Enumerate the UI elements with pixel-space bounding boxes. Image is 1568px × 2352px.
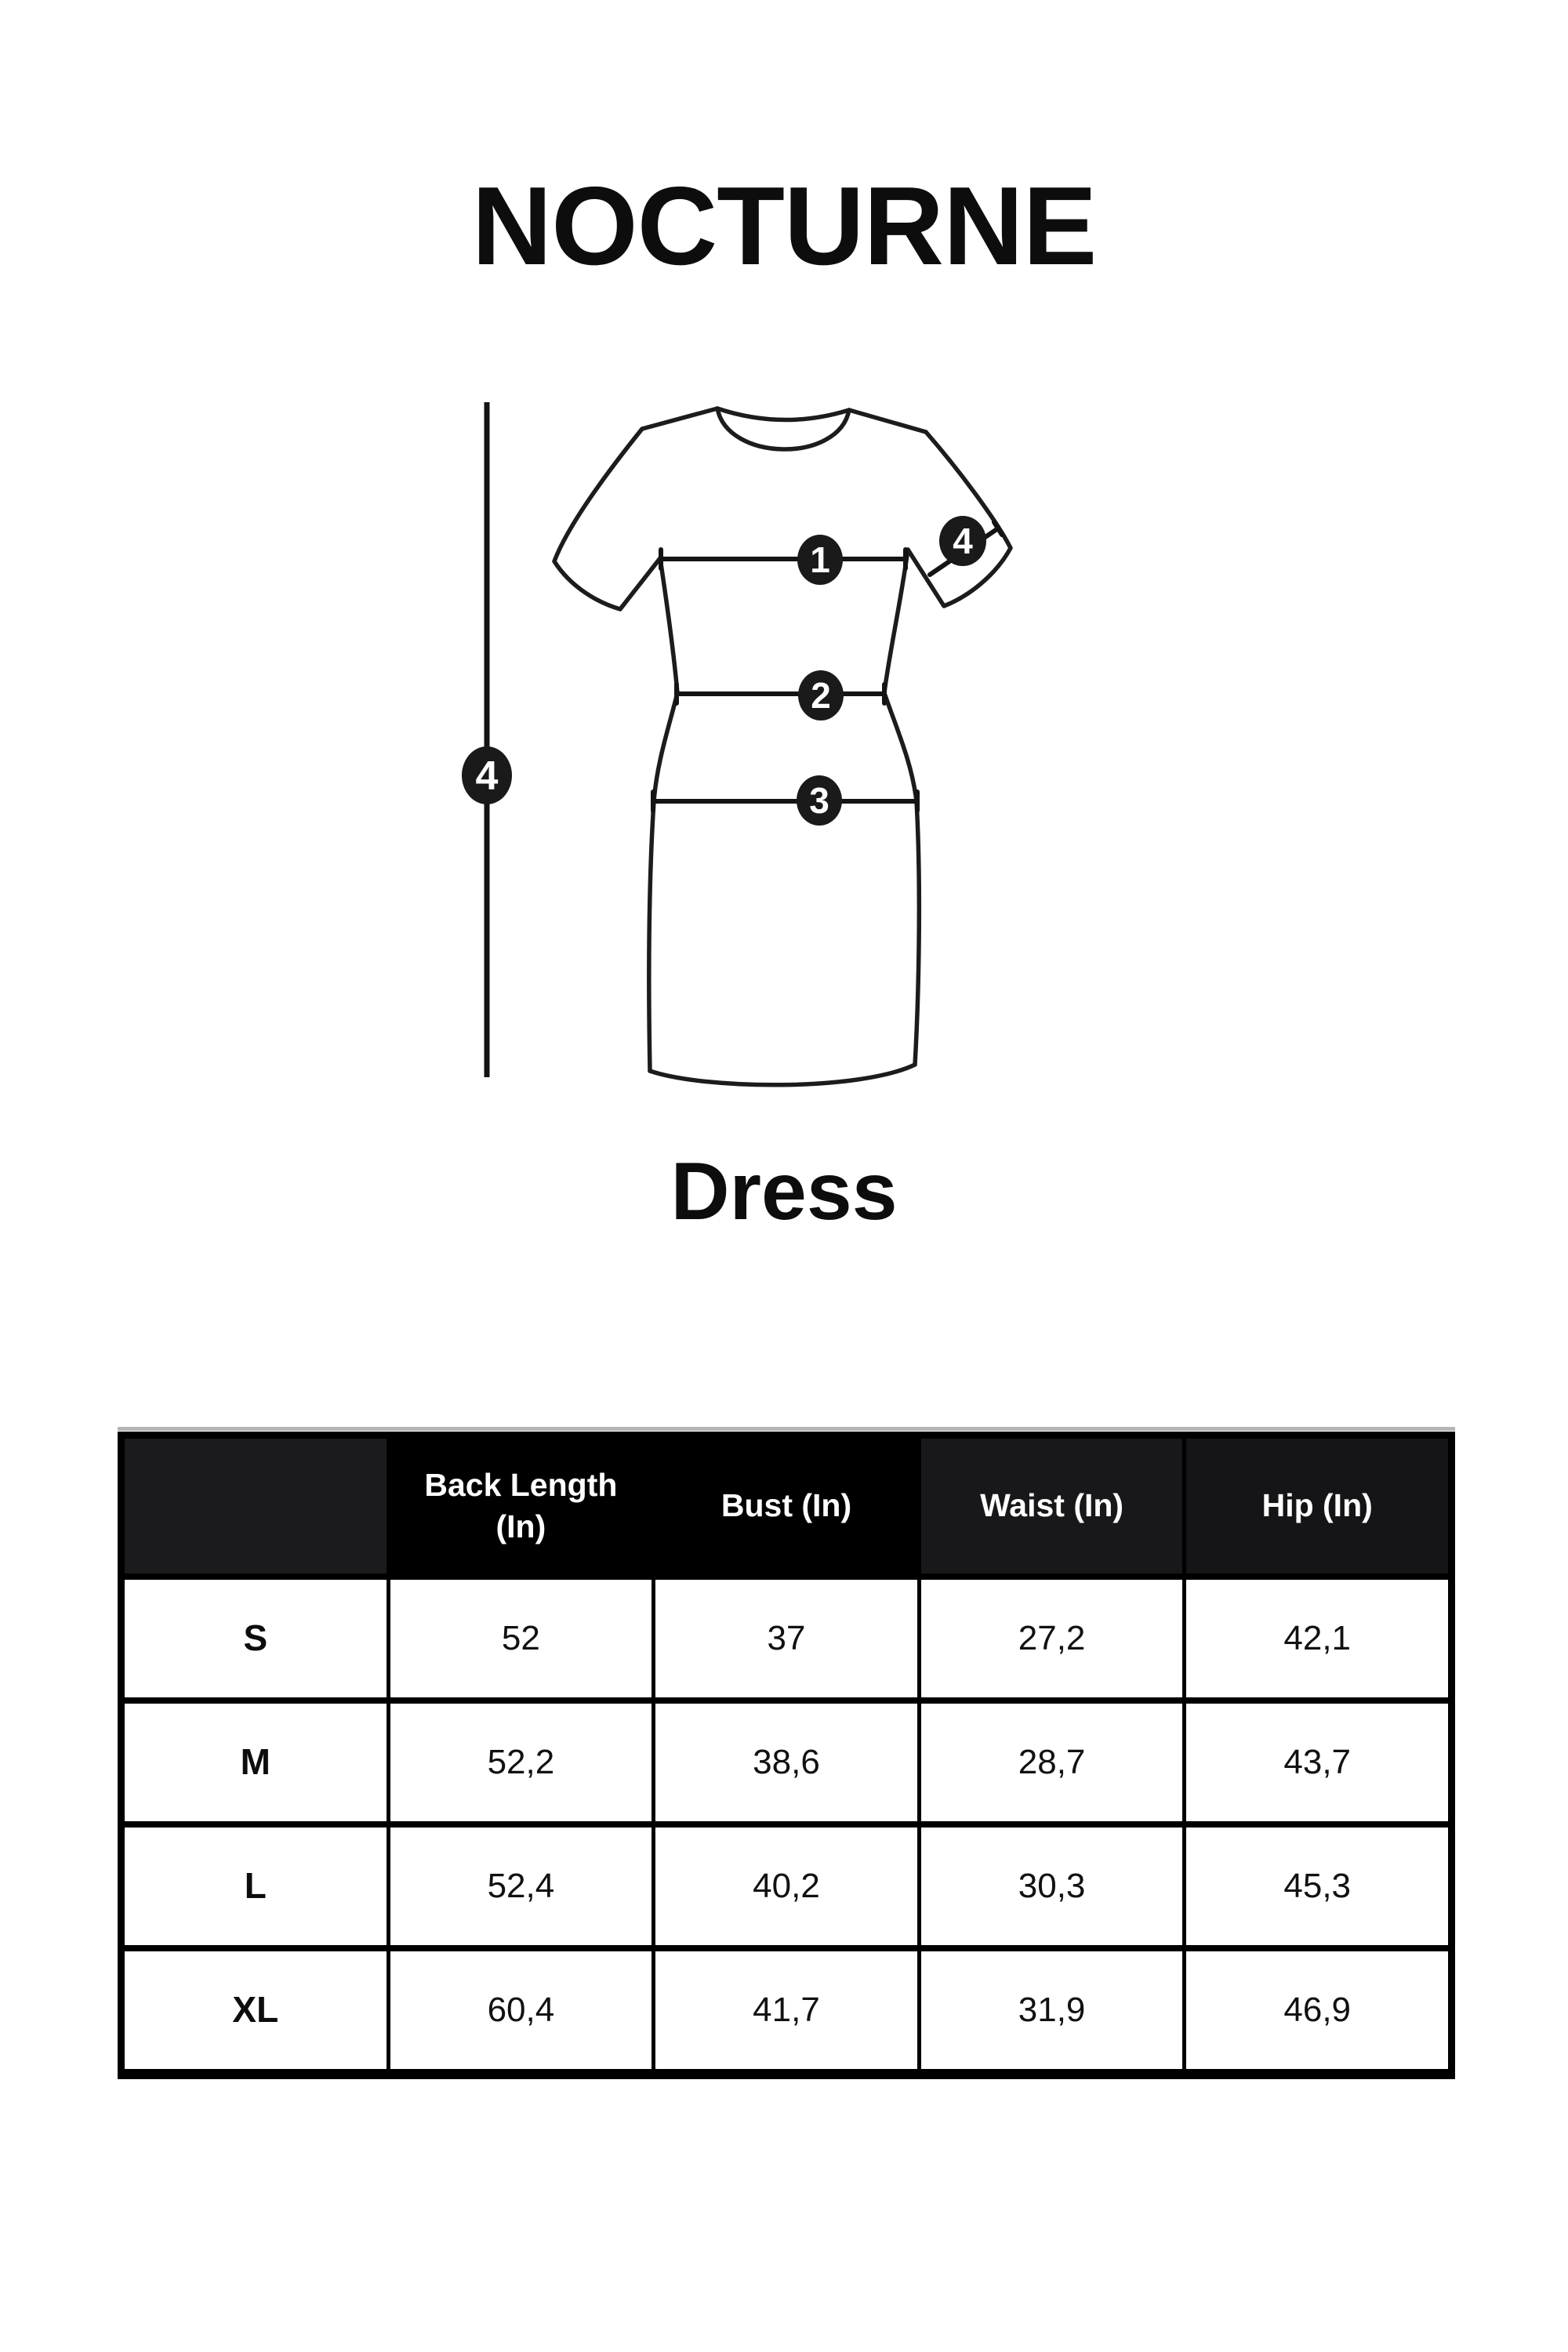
hip-measure-line [651, 789, 920, 813]
dress-measurement-diagram: 1 2 3 4 4 [462, 402, 1013, 1087]
back-length-value: 60,4 [390, 1951, 652, 2069]
brand-title: NOCTURNE [471, 164, 1098, 289]
header-cell-empty [125, 1439, 387, 1573]
badge-hip-circle [797, 775, 842, 826]
badge-hip: 3 [797, 775, 842, 826]
hip-value: 45,3 [1186, 1828, 1448, 1945]
waist-value: 31,9 [920, 1951, 1183, 2069]
badge-waist-circle [798, 670, 844, 720]
badge-back-length: 4 [462, 746, 512, 804]
left-sleeve [552, 426, 662, 612]
right-shoulder-line [847, 408, 928, 434]
badge-back-length-number: 4 [476, 753, 499, 799]
size-label: XL [125, 1951, 387, 2069]
hip-value: 43,7 [1186, 1704, 1448, 1821]
badge-bust: 1 [797, 535, 843, 585]
header-cell-bust: Bust (In) [655, 1439, 917, 1573]
size-label: L [125, 1828, 387, 1945]
badge-hip-number: 3 [809, 780, 829, 821]
size-label: S [125, 1580, 387, 1697]
badge-sleeve-number: 4 [953, 521, 973, 561]
size-table: Back Length (In) Bust (In) Waist (In) Hi… [118, 1432, 1455, 2079]
size-label: M [125, 1704, 387, 1821]
waist-value: 30,3 [920, 1828, 1183, 1945]
bust-measure-line [659, 547, 908, 571]
bust-value: 41,7 [655, 1951, 917, 2069]
hip-value: 46,9 [1186, 1951, 1448, 2069]
left-side-seam [647, 556, 680, 1073]
header-cell-hip: Hip (In) [1186, 1439, 1448, 1573]
hem-line [648, 1062, 917, 1087]
back-length-value: 52 [390, 1580, 652, 1697]
garment-type-label: Dress [670, 1146, 898, 1237]
header-cell-back-length: Back Length (In) [390, 1439, 652, 1573]
badge-waist-number: 2 [811, 675, 831, 716]
waist-measure-line [674, 682, 887, 706]
left-shoulder-line [640, 406, 720, 431]
right-side-seam [882, 547, 922, 1067]
measure-lines [651, 520, 1004, 813]
badge-back-length-circle [462, 746, 512, 804]
back-length-value: 52,4 [390, 1828, 652, 1945]
dress-outline [552, 406, 1013, 1087]
right-sleeve [906, 430, 1013, 608]
badge-waist: 2 [798, 670, 844, 720]
badge-sleeve-circle [939, 516, 986, 566]
header-cell-waist: Waist (In) [920, 1439, 1183, 1573]
hip-value: 42,1 [1186, 1580, 1448, 1697]
neck-scoop-line [715, 406, 851, 452]
waist-value: 28,7 [920, 1704, 1183, 1821]
waist-value: 27,2 [920, 1580, 1183, 1697]
table-top-shadow [118, 1427, 1455, 1431]
badge-bust-circle [797, 535, 843, 585]
neck-back-line [715, 406, 851, 423]
bust-value: 37 [655, 1580, 917, 1697]
back-length-value: 52,2 [390, 1704, 652, 1821]
badge-sleeve-length: 4 [939, 516, 986, 566]
bust-value: 40,2 [655, 1828, 917, 1945]
bust-value: 38,6 [655, 1704, 917, 1821]
badge-bust-number: 1 [810, 539, 830, 580]
